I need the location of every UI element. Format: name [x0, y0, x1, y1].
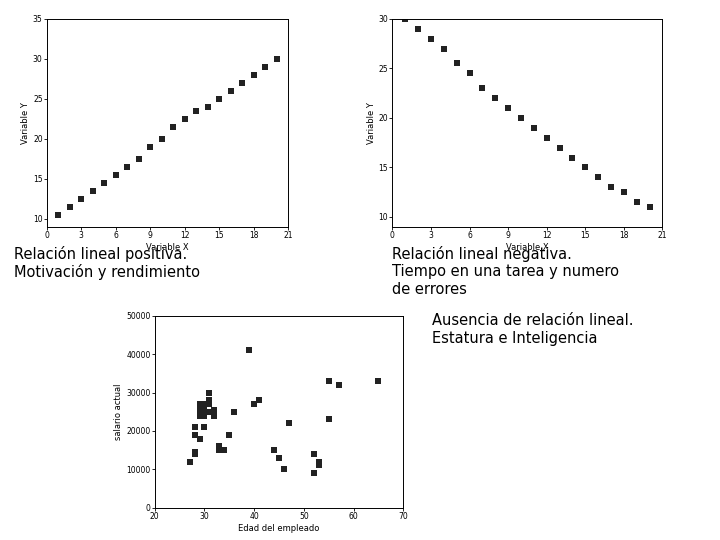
- Point: [122, 163, 133, 171]
- Point: [283, 419, 294, 428]
- Point: [189, 430, 200, 439]
- Point: [606, 183, 617, 192]
- Point: [313, 461, 325, 470]
- Point: [269, 446, 280, 455]
- Point: [313, 457, 325, 466]
- Point: [333, 381, 344, 389]
- Point: [190, 106, 202, 115]
- Point: [213, 94, 225, 103]
- Point: [189, 448, 200, 456]
- Point: [278, 465, 289, 474]
- Point: [271, 55, 282, 63]
- Point: [273, 454, 284, 462]
- Point: [204, 400, 215, 408]
- Point: [219, 446, 230, 455]
- Point: [156, 134, 168, 143]
- Text: Relación lineal negativa.
Tiempo en una tarea y numero
de errores: Relación lineal negativa. Tiempo en una …: [392, 246, 619, 296]
- Point: [145, 143, 156, 151]
- Point: [451, 59, 462, 68]
- Point: [225, 86, 236, 95]
- X-axis label: Variable X: Variable X: [506, 243, 549, 252]
- Point: [580, 163, 591, 172]
- Point: [64, 202, 76, 211]
- Point: [133, 154, 145, 163]
- Point: [194, 400, 205, 408]
- Point: [194, 407, 205, 416]
- Point: [204, 388, 215, 397]
- Point: [228, 407, 240, 416]
- Point: [189, 423, 200, 431]
- Point: [184, 457, 195, 466]
- Point: [194, 403, 205, 412]
- Point: [503, 104, 514, 112]
- Point: [204, 407, 215, 416]
- Point: [323, 415, 334, 424]
- Point: [567, 153, 578, 162]
- Point: [248, 71, 259, 79]
- Point: [214, 442, 225, 450]
- X-axis label: Edad del empleado: Edad del empleado: [238, 524, 320, 532]
- Point: [87, 186, 99, 195]
- Point: [223, 430, 235, 439]
- Point: [373, 377, 384, 386]
- Point: [99, 179, 110, 187]
- Point: [194, 434, 205, 443]
- Point: [76, 194, 87, 203]
- Y-axis label: Variable Y: Variable Y: [21, 102, 30, 144]
- Point: [110, 171, 122, 179]
- X-axis label: Variable X: Variable X: [146, 243, 189, 252]
- Point: [253, 396, 265, 404]
- Point: [199, 423, 210, 431]
- Point: [259, 63, 271, 71]
- Point: [400, 15, 411, 23]
- Point: [248, 400, 260, 408]
- Point: [528, 124, 539, 132]
- Point: [593, 173, 604, 181]
- Y-axis label: Variable Y: Variable Y: [366, 102, 376, 144]
- Point: [426, 35, 437, 43]
- Point: [199, 403, 210, 412]
- Point: [464, 69, 475, 78]
- Point: [202, 103, 213, 111]
- Point: [199, 411, 210, 420]
- Text: Ausencia de relación lineal.
Estatura e Inteligencia: Ausencia de relación lineal. Estatura e …: [432, 313, 634, 346]
- Point: [438, 44, 449, 53]
- Point: [53, 211, 64, 219]
- Point: [554, 143, 565, 152]
- Point: [243, 346, 255, 355]
- Point: [644, 202, 655, 211]
- Point: [490, 94, 501, 103]
- Point: [214, 446, 225, 455]
- Point: [189, 450, 200, 458]
- Point: [199, 400, 210, 408]
- Point: [194, 411, 205, 420]
- Point: [308, 469, 320, 477]
- Point: [236, 78, 248, 87]
- Point: [204, 396, 215, 404]
- Point: [631, 198, 642, 206]
- Point: [618, 188, 629, 197]
- Point: [199, 406, 210, 414]
- Point: [413, 24, 424, 33]
- Text: Relación lineal positiva.
Motivación y rendimiento: Relación lineal positiva. Motivación y r…: [14, 246, 200, 280]
- Point: [323, 377, 334, 386]
- Y-axis label: salario actual: salario actual: [114, 383, 124, 440]
- Point: [209, 411, 220, 420]
- Point: [541, 133, 552, 142]
- Point: [209, 406, 220, 414]
- Point: [308, 450, 320, 458]
- Point: [516, 113, 527, 122]
- Point: [477, 84, 488, 92]
- Point: [167, 123, 179, 131]
- Point: [179, 114, 190, 123]
